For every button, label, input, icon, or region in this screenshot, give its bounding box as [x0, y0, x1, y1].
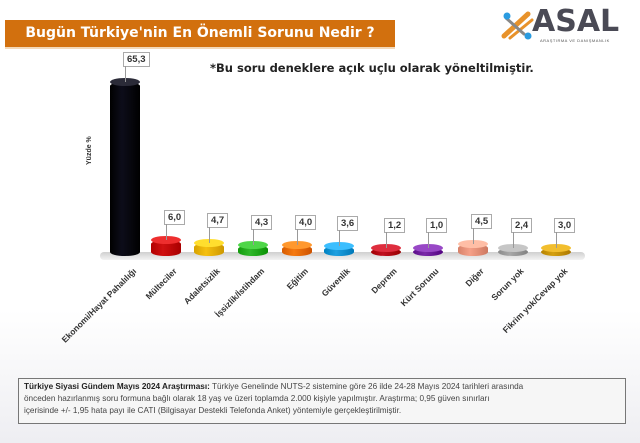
chart-floor-shadow — [100, 252, 585, 260]
value-label: 4,5 — [471, 214, 493, 229]
bar-top — [413, 244, 443, 252]
asal-logo: ASAL ARAŞTIRMA VE DANIŞMANLIK — [500, 4, 620, 44]
leader-line — [428, 232, 429, 248]
bar-top — [371, 244, 401, 252]
x-axis-label: Güvenlik — [319, 266, 353, 299]
value-label: 4,7 — [207, 213, 229, 229]
bar-top — [151, 236, 181, 244]
value-label: 2,4 — [511, 218, 533, 233]
methodology-footer: Türkiye Siyasi Gündem Mayıs 2024 Araştır… — [18, 378, 626, 424]
leader-line — [166, 224, 167, 240]
bar — [194, 239, 224, 256]
value-label: 4,0 — [295, 215, 317, 231]
footer-title: Türkiye Siyasi Gündem Mayıs 2024 Araştır… — [24, 382, 210, 391]
leader-line — [556, 232, 557, 248]
logo-text: ASAL — [532, 4, 620, 39]
bar-top — [282, 241, 312, 250]
bar — [151, 236, 181, 256]
bar-top — [324, 242, 354, 251]
x-axis-label: Kürt Sorunu — [398, 266, 442, 309]
value-label: 1,0 — [426, 218, 448, 233]
logo-subtitle: ARAŞTIRMA VE DANIŞMANLIK — [540, 38, 610, 43]
x-axis-label: Eğitim — [284, 266, 311, 292]
bar — [110, 78, 140, 256]
bar — [498, 244, 528, 256]
bar — [541, 244, 571, 256]
bar — [238, 240, 268, 256]
bar-top — [458, 240, 488, 248]
chart-note: *Bu soru deneklere açık uçlu olarak yöne… — [210, 61, 534, 75]
bar — [282, 241, 312, 256]
value-label: 65,3 — [123, 52, 150, 67]
bar — [458, 240, 488, 256]
value-label: 4,3 — [251, 214, 273, 230]
value-label: 6,0 — [164, 210, 186, 225]
leader-line — [125, 66, 126, 82]
x-axis-label: Adaletsizlik — [181, 266, 223, 307]
bar-top — [194, 239, 224, 248]
footer-line-3: içerisinde +/- 1,95 hata payı ile CATI (… — [24, 406, 402, 415]
leader-line — [297, 229, 298, 246]
x-axis-label: Diğer — [463, 266, 487, 289]
footer-line-1: Türkiye Genelinde NUTS-2 sistemine göre … — [209, 382, 524, 391]
value-label: 1,2 — [384, 218, 406, 233]
leader-line — [209, 227, 210, 244]
logo-mark-icon — [501, 11, 534, 40]
bar — [413, 244, 443, 256]
x-axis-label: Mülteciler — [143, 266, 180, 302]
chart-title: Bugün Türkiye'nin En Önemli Sorunu Nedir… — [5, 20, 395, 49]
leader-line — [386, 232, 387, 248]
bar-top — [110, 78, 140, 86]
x-axis-label: Deprem — [369, 266, 400, 296]
footer-line-2: önceden hazırlanmış soru formuna bağlı o… — [24, 394, 490, 403]
leader-line — [473, 228, 474, 244]
leader-line — [513, 232, 514, 248]
leader-line — [253, 228, 254, 245]
bar-top — [238, 240, 268, 249]
bar — [371, 244, 401, 256]
bar-top — [541, 244, 571, 252]
bar — [324, 242, 354, 256]
value-label: 3,6 — [337, 216, 359, 232]
x-axis-label: Sorun yok — [489, 266, 527, 303]
bar-chart: 65,3 Ekonomi/Hayat Pahalılığı 6,0 Mültecile… — [59, 52, 585, 345]
value-label: 3,0 — [554, 218, 576, 233]
leader-line — [339, 230, 340, 247]
x-axis-label: Ekonomi/Hayat Pahalılığı — [59, 266, 139, 345]
bar-top — [498, 244, 528, 252]
